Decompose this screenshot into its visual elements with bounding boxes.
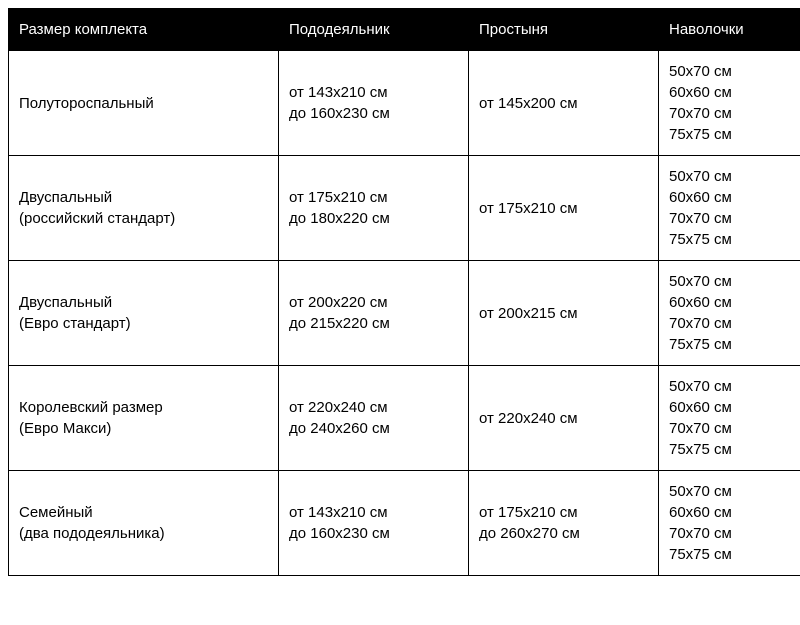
cell-text: до 160х230 см xyxy=(289,103,458,124)
table-row: Полутороспальный от 143х210 смдо 160х230 … xyxy=(9,51,800,156)
cell-text: 60х60 см xyxy=(669,397,792,418)
cell-size: Двуспальный(Евро стандарт) xyxy=(9,261,279,366)
cell-text: от 143х210 см xyxy=(289,82,458,103)
cell-text: (Евро Макси) xyxy=(19,418,268,439)
col-header-size: Размер комплекта xyxy=(9,9,279,51)
cell-duvet: от 143х210 смдо 160х230 см xyxy=(279,51,469,156)
cell-text: 70х70 см xyxy=(669,418,792,439)
cell-pillow: 50х70 см60х60 см70х70 см75х75 см xyxy=(659,261,800,366)
cell-size: Королевский размер(Евро Макси) xyxy=(9,366,279,471)
cell-duvet: от 200х220 смдо 215х220 см xyxy=(279,261,469,366)
cell-text: 50х70 см xyxy=(669,166,792,187)
cell-pillow: 50х70 см60х60 см70х70 см75х75 см xyxy=(659,51,800,156)
table-body: Полутороспальныйот 143х210 смдо 160х230 … xyxy=(9,51,800,576)
cell-text: 70х70 см xyxy=(669,523,792,544)
cell-text: 50х70 см xyxy=(669,481,792,502)
cell-duvet: от 175х210 смдо 180х220 см xyxy=(279,156,469,261)
cell-text: Двуспальный xyxy=(19,187,268,208)
table-row: Двуспальный(Евро стандарт)от 200х220 смд… xyxy=(9,261,800,366)
cell-text: Полутороспальный xyxy=(19,93,268,114)
cell-sheet: от 175х210 см xyxy=(469,156,659,261)
cell-text: от 220х240 см xyxy=(479,408,648,429)
cell-text: (российский стандарт) xyxy=(19,208,268,229)
table-header-row: Размер комплекта Пододеяльник Простыня Н… xyxy=(9,9,800,51)
table-row: Двуспальный(российский стандарт)от 175х2… xyxy=(9,156,800,261)
col-header-pillow: Наволочки xyxy=(659,9,800,51)
cell-text: 50х70 см xyxy=(669,271,792,292)
cell-size: Двуспальный(российский стандарт) xyxy=(9,156,279,261)
cell-text: (два пододеяльника) xyxy=(19,523,268,544)
cell-text: 75х75 см xyxy=(669,124,792,145)
cell-duvet: от 143х210 смдо 160х230 см xyxy=(279,471,469,576)
cell-size: Полутороспальный xyxy=(9,51,279,156)
table-row: Семейный(два пододеяльника)от 143х210 см… xyxy=(9,471,800,576)
cell-text: 60х60 см xyxy=(669,187,792,208)
cell-text: 70х70 см xyxy=(669,103,792,124)
cell-text: от 175х210 см xyxy=(479,198,648,219)
cell-text: 75х75 см xyxy=(669,544,792,565)
cell-text: 60х60 см xyxy=(669,502,792,523)
cell-sheet: от 200х215 см xyxy=(469,261,659,366)
cell-text: Королевский размер xyxy=(19,397,268,418)
cell-text: Семейный xyxy=(19,502,268,523)
cell-text: от 175х210 см xyxy=(479,502,648,523)
col-header-duvet: Пододеяльник xyxy=(279,9,469,51)
cell-text: до 180х220 см xyxy=(289,208,458,229)
table-row: Королевский размер(Евро Макси)от 220х240… xyxy=(9,366,800,471)
cell-text: 75х75 см xyxy=(669,229,792,250)
cell-text: до 160х230 см xyxy=(289,523,458,544)
cell-size: Семейный(два пододеяльника) xyxy=(9,471,279,576)
cell-text: от 175х210 см xyxy=(289,187,458,208)
cell-text: от 143х210 см xyxy=(289,502,458,523)
cell-sheet: от 220х240 см xyxy=(469,366,659,471)
cell-text: Двуспальный xyxy=(19,292,268,313)
cell-text: от 200х220 см xyxy=(289,292,458,313)
bedding-sizes-table: Размер комплекта Пододеяльник Простыня Н… xyxy=(8,8,800,576)
cell-sheet: от 175х210 смдо 260х270 см xyxy=(469,471,659,576)
cell-text: 70х70 см xyxy=(669,313,792,334)
cell-text: 60х60 см xyxy=(669,82,792,103)
cell-text: 60х60 см xyxy=(669,292,792,313)
cell-text: 70х70 см xyxy=(669,208,792,229)
cell-text: 50х70 см xyxy=(669,61,792,82)
cell-pillow: 50х70 см60х60 см70х70 см75х75 см xyxy=(659,156,800,261)
cell-text: от 220х240 см xyxy=(289,397,458,418)
cell-text: до 260х270 см xyxy=(479,523,648,544)
cell-sheet: от 145х200 см xyxy=(469,51,659,156)
cell-pillow: 50х70 см60х60 см70х70 см75х75 см xyxy=(659,471,800,576)
cell-text: 75х75 см xyxy=(669,334,792,355)
cell-duvet: от 220х240 смдо 240х260 см xyxy=(279,366,469,471)
cell-pillow: 50х70 см60х60 см70х70 см75х75 см xyxy=(659,366,800,471)
cell-text: (Евро стандарт) xyxy=(19,313,268,334)
col-header-sheet: Простыня xyxy=(469,9,659,51)
cell-text: 50х70 см xyxy=(669,376,792,397)
cell-text: до 215х220 см xyxy=(289,313,458,334)
cell-text: до 240х260 см xyxy=(289,418,458,439)
cell-text: от 200х215 см xyxy=(479,303,648,324)
cell-text: от 145х200 см xyxy=(479,93,648,114)
cell-text: 75х75 см xyxy=(669,439,792,460)
